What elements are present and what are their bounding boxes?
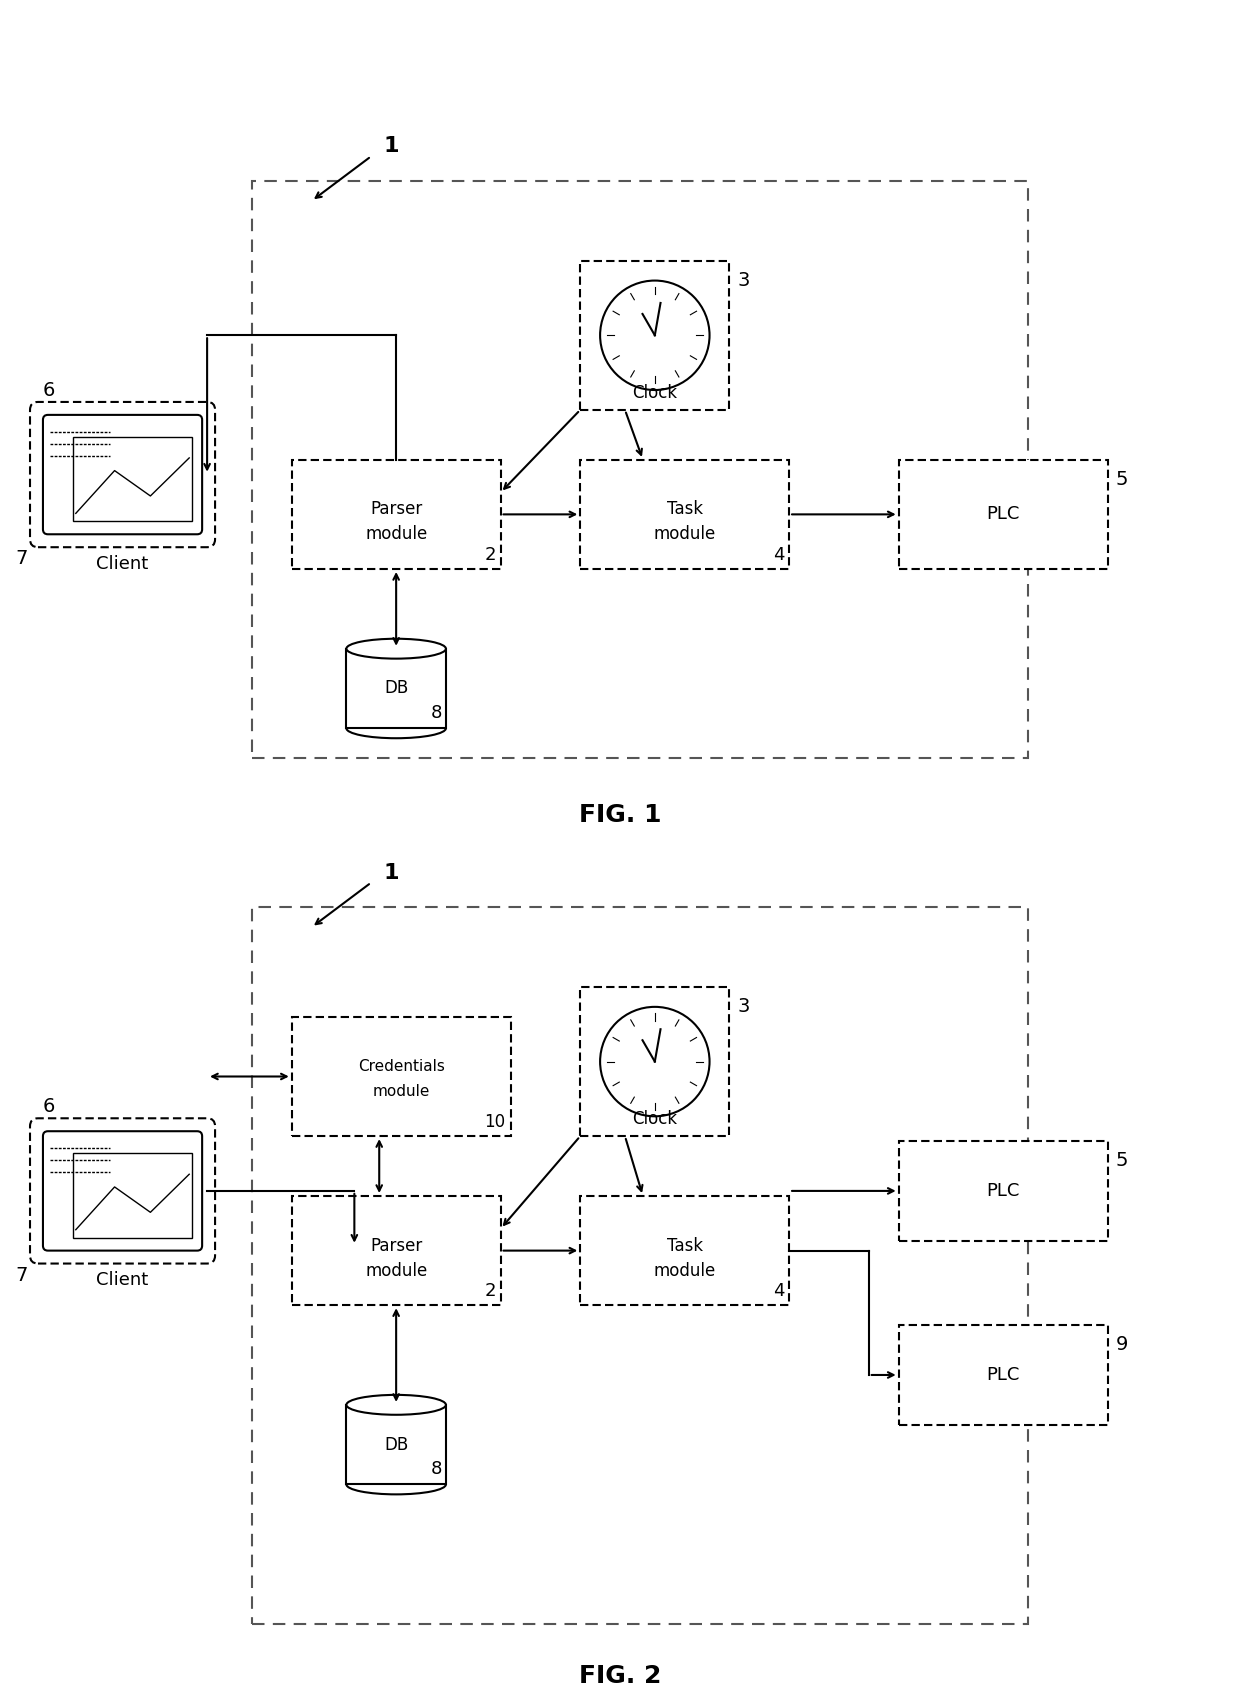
Text: PLC: PLC — [986, 1183, 1019, 1200]
Text: 6: 6 — [43, 381, 56, 399]
Bar — [899, 1325, 1107, 1425]
Text: Clock: Clock — [632, 1110, 677, 1129]
Text: Parser: Parser — [370, 501, 423, 518]
Circle shape — [600, 281, 709, 391]
Text: 8: 8 — [432, 1460, 443, 1479]
Text: 2: 2 — [484, 1283, 496, 1301]
Bar — [291, 1196, 501, 1305]
Bar — [580, 460, 789, 569]
Text: module: module — [653, 1262, 715, 1279]
Text: DB: DB — [384, 680, 408, 697]
Text: 1: 1 — [383, 137, 399, 156]
Bar — [73, 437, 192, 521]
Bar — [291, 460, 501, 569]
Text: module: module — [365, 1262, 428, 1279]
Text: Parser: Parser — [370, 1237, 423, 1255]
Text: module: module — [365, 525, 428, 543]
Text: 3: 3 — [738, 271, 750, 289]
Bar — [346, 1404, 446, 1484]
Text: 1: 1 — [383, 863, 399, 883]
Text: 5: 5 — [1116, 470, 1128, 489]
Text: 2: 2 — [484, 547, 496, 563]
Circle shape — [600, 1007, 709, 1117]
Text: FIG. 1: FIG. 1 — [579, 804, 661, 827]
Bar — [580, 1196, 789, 1305]
Text: 7: 7 — [16, 1266, 29, 1284]
Text: 3: 3 — [738, 997, 750, 1015]
Text: module: module — [372, 1085, 430, 1098]
Bar — [580, 261, 729, 409]
Text: 5: 5 — [1116, 1151, 1128, 1171]
Text: module: module — [653, 525, 715, 543]
Text: PLC: PLC — [986, 1365, 1019, 1384]
Text: PLC: PLC — [986, 506, 1019, 523]
Bar — [291, 1017, 511, 1137]
FancyBboxPatch shape — [30, 403, 215, 547]
Text: Clock: Clock — [632, 384, 677, 403]
FancyBboxPatch shape — [30, 1118, 215, 1264]
FancyBboxPatch shape — [43, 415, 202, 535]
Bar — [252, 907, 1028, 1624]
Text: 7: 7 — [16, 550, 29, 569]
Ellipse shape — [346, 640, 446, 658]
Text: Task: Task — [667, 501, 703, 518]
Bar — [580, 986, 729, 1137]
FancyBboxPatch shape — [43, 1132, 202, 1250]
Text: Credentials: Credentials — [357, 1059, 445, 1074]
Bar — [252, 181, 1028, 758]
Text: 4: 4 — [773, 547, 784, 563]
Text: 9: 9 — [1116, 1335, 1128, 1354]
Text: 4: 4 — [773, 1283, 784, 1301]
Text: Client: Client — [97, 1271, 149, 1289]
Bar — [899, 460, 1107, 569]
Bar — [346, 648, 446, 728]
Bar — [899, 1140, 1107, 1240]
Text: 10: 10 — [485, 1113, 506, 1132]
Ellipse shape — [346, 1394, 446, 1415]
Text: Task: Task — [667, 1237, 703, 1255]
Text: DB: DB — [384, 1435, 408, 1453]
Text: 8: 8 — [432, 704, 443, 722]
Text: 6: 6 — [43, 1098, 56, 1117]
Bar — [73, 1154, 192, 1237]
Text: Client: Client — [97, 555, 149, 574]
Text: FIG. 2: FIG. 2 — [579, 1663, 661, 1687]
